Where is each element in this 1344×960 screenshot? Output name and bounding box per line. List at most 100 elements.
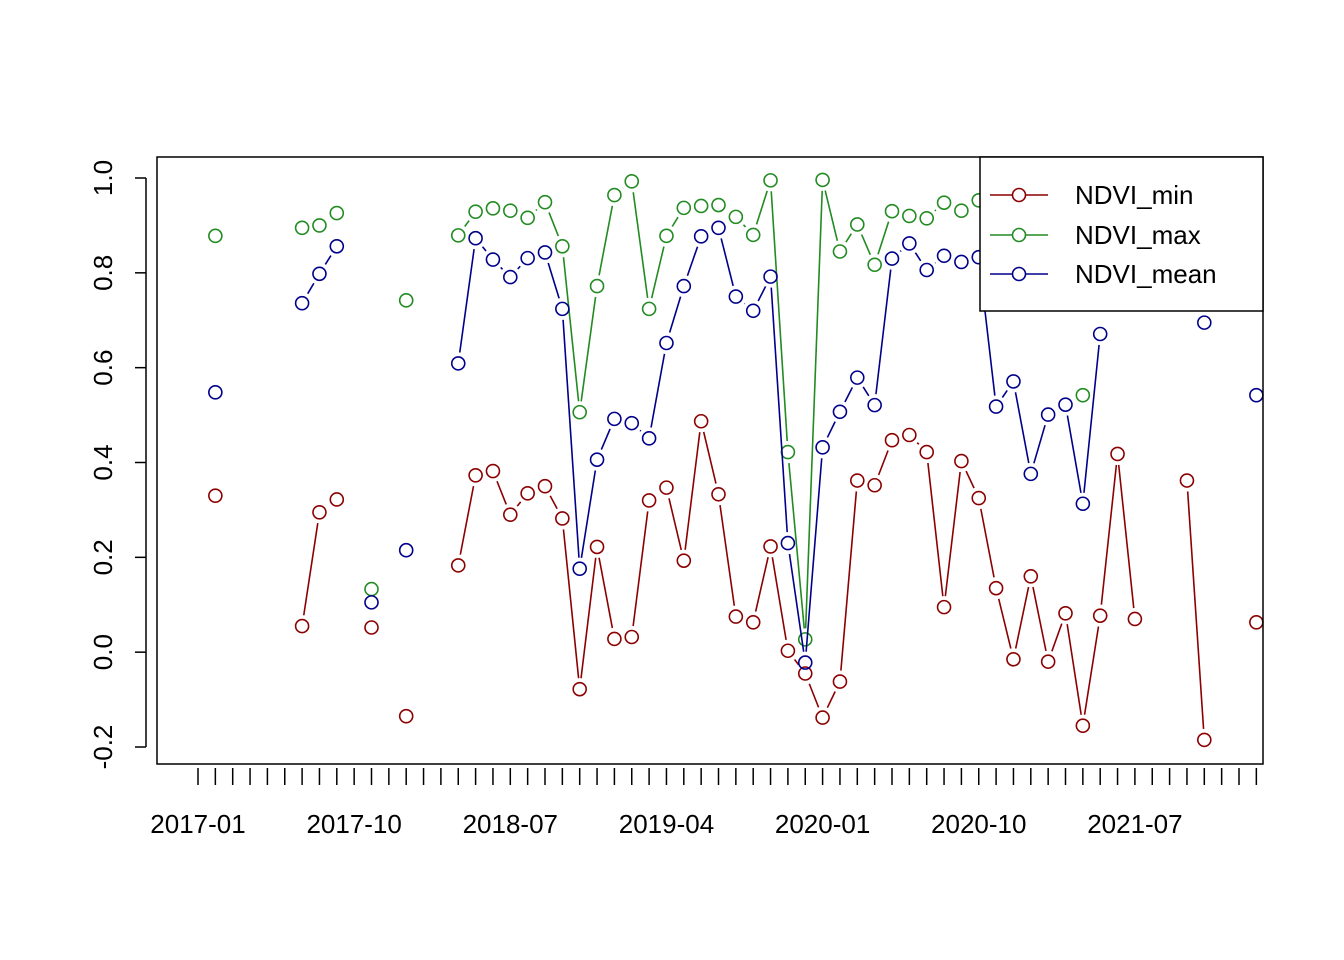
ndvi-min-point [329,492,345,507]
ndvi-min-segment [771,557,787,641]
ndvi-mean-segment [600,428,611,450]
ndvi-mean-segment [686,246,699,276]
ndvi-max-point [867,257,882,273]
ndvi-min-point [555,511,570,526]
ndvi-min-point [728,609,744,624]
ndvi-mean-point [1058,397,1073,412]
ndvi-min-segment [459,485,475,555]
ndvi-min-segment [965,470,975,489]
ndvi-max-point [485,201,501,216]
ndvi-max-point [208,228,223,244]
ndvi-max-point [954,203,969,219]
x-tick-label: 2020-10 [931,809,1026,839]
ndvi-min-point [537,478,553,494]
ndvi-max-point [1075,387,1091,403]
ndvi-min-segment [702,431,717,484]
ndvi-max-segment [598,205,614,276]
ndvi-max-segment [535,208,538,212]
ndvi-mean-segment [862,386,870,397]
ndvi-min-point [884,432,900,448]
ndvi-min-segment [598,557,614,629]
legend: NDVI_min NDVI_max NDVI_mean [979,156,1264,312]
ndvi-max-point [589,278,605,294]
ndvi-max-point [450,228,466,243]
x-tick-label: 2017-10 [306,809,401,839]
y-tick-label: 0.4 [88,444,118,480]
y-tick-label: 0.6 [88,350,118,386]
ndvi-max-segment [788,462,806,629]
y-tick-label: 0.0 [88,634,118,670]
ndvi-max-point [902,208,917,224]
ndvi-max-point [572,404,588,420]
ndvi-min-point [659,480,674,495]
ndvi-mean-point [919,262,935,278]
ndvi-mean-segment [562,319,580,558]
ndvi-max-segment [742,224,747,228]
ndvi-max-point [641,301,657,317]
ndvi-max-segment [671,216,679,227]
ndvi-mean-point [659,335,674,351]
x-tick-label: 2021-07 [1087,809,1182,839]
ndvi-mean-segment [458,249,475,353]
ndvi-max-point [728,209,744,225]
ndvi-min-segment [1066,624,1082,715]
ndvi-max-point [468,204,483,219]
ndvi-min-point [607,631,622,647]
ndvi-mean-point [450,356,466,371]
ndvi-min-point [208,488,223,503]
ndvi-min-point [797,666,813,681]
ndvi-min-segment [580,557,597,679]
ndvi-max-segment [464,220,470,227]
ndvi-min-segment [302,523,319,616]
ndvi-max-segment [580,296,597,402]
ndvi-min-segment [997,598,1012,649]
legend-marker-ndvi-min [1011,187,1027,203]
ndvi-mean-segment [307,282,315,295]
ndvi-mean-point [1249,387,1264,403]
ndvi-mean-point [364,595,379,610]
ndvi-min-point [1006,651,1021,667]
ndvi-min-point [572,681,588,697]
ndvi-mean-segment [639,429,642,432]
ndvi-min-segment [980,508,995,578]
ndvi-min-segment [668,498,683,551]
ndvi-mean-point [468,230,483,246]
ndvi-max-point [364,581,379,597]
ndvi-mean-segment [899,250,902,252]
ndvi-min-point [450,558,466,573]
ndvi-mean-point [1006,374,1021,389]
ndvi-mean-segment [757,286,767,302]
legend-marker-ndvi-max [1011,227,1027,243]
ndvi-min-segment [1083,626,1100,715]
ndvi-max-point [294,220,310,236]
x-axis: 2017-01 2017-10 2018-07 2019-04 2020-01 2020-… [150,768,1258,839]
ndvi-mean-point [502,269,518,285]
ndvi-min-point [1197,732,1212,748]
ndvi-min-segment [754,556,769,612]
ndvi-max-point [502,203,518,219]
ndvi-max-point [693,198,709,214]
ndvi-min-point [468,468,483,483]
ndvi-min-point [954,453,969,469]
legend-label-ndvi-mean: NDVI_mean [1075,259,1217,289]
ndvi-mean-point [398,542,414,558]
x-tick-label: 2020-01 [775,809,870,839]
ndvi-min-point [589,539,605,555]
ndvi-min-point [1179,473,1195,488]
ndvi-mean-segment [650,353,666,428]
ndvi-mean-segment [517,265,521,270]
ndvi-mean-segment [720,238,734,287]
ndvi-mean-point [693,229,709,244]
ndvi-min-point [520,486,535,501]
ndvi-mean-point [1197,315,1212,330]
ndvi-mean-segment [805,458,823,652]
ndvi-mean-point [208,385,223,400]
ndvi-max-segment [845,233,853,243]
ndvi-max-point [659,228,674,244]
ndvi-min-point [1249,614,1264,630]
ndvi-max-point [624,174,640,189]
ndvi-mean-point [745,303,761,319]
ndvi-mean-segment [668,296,682,333]
x-tick-label: 2018-07 [463,809,558,839]
